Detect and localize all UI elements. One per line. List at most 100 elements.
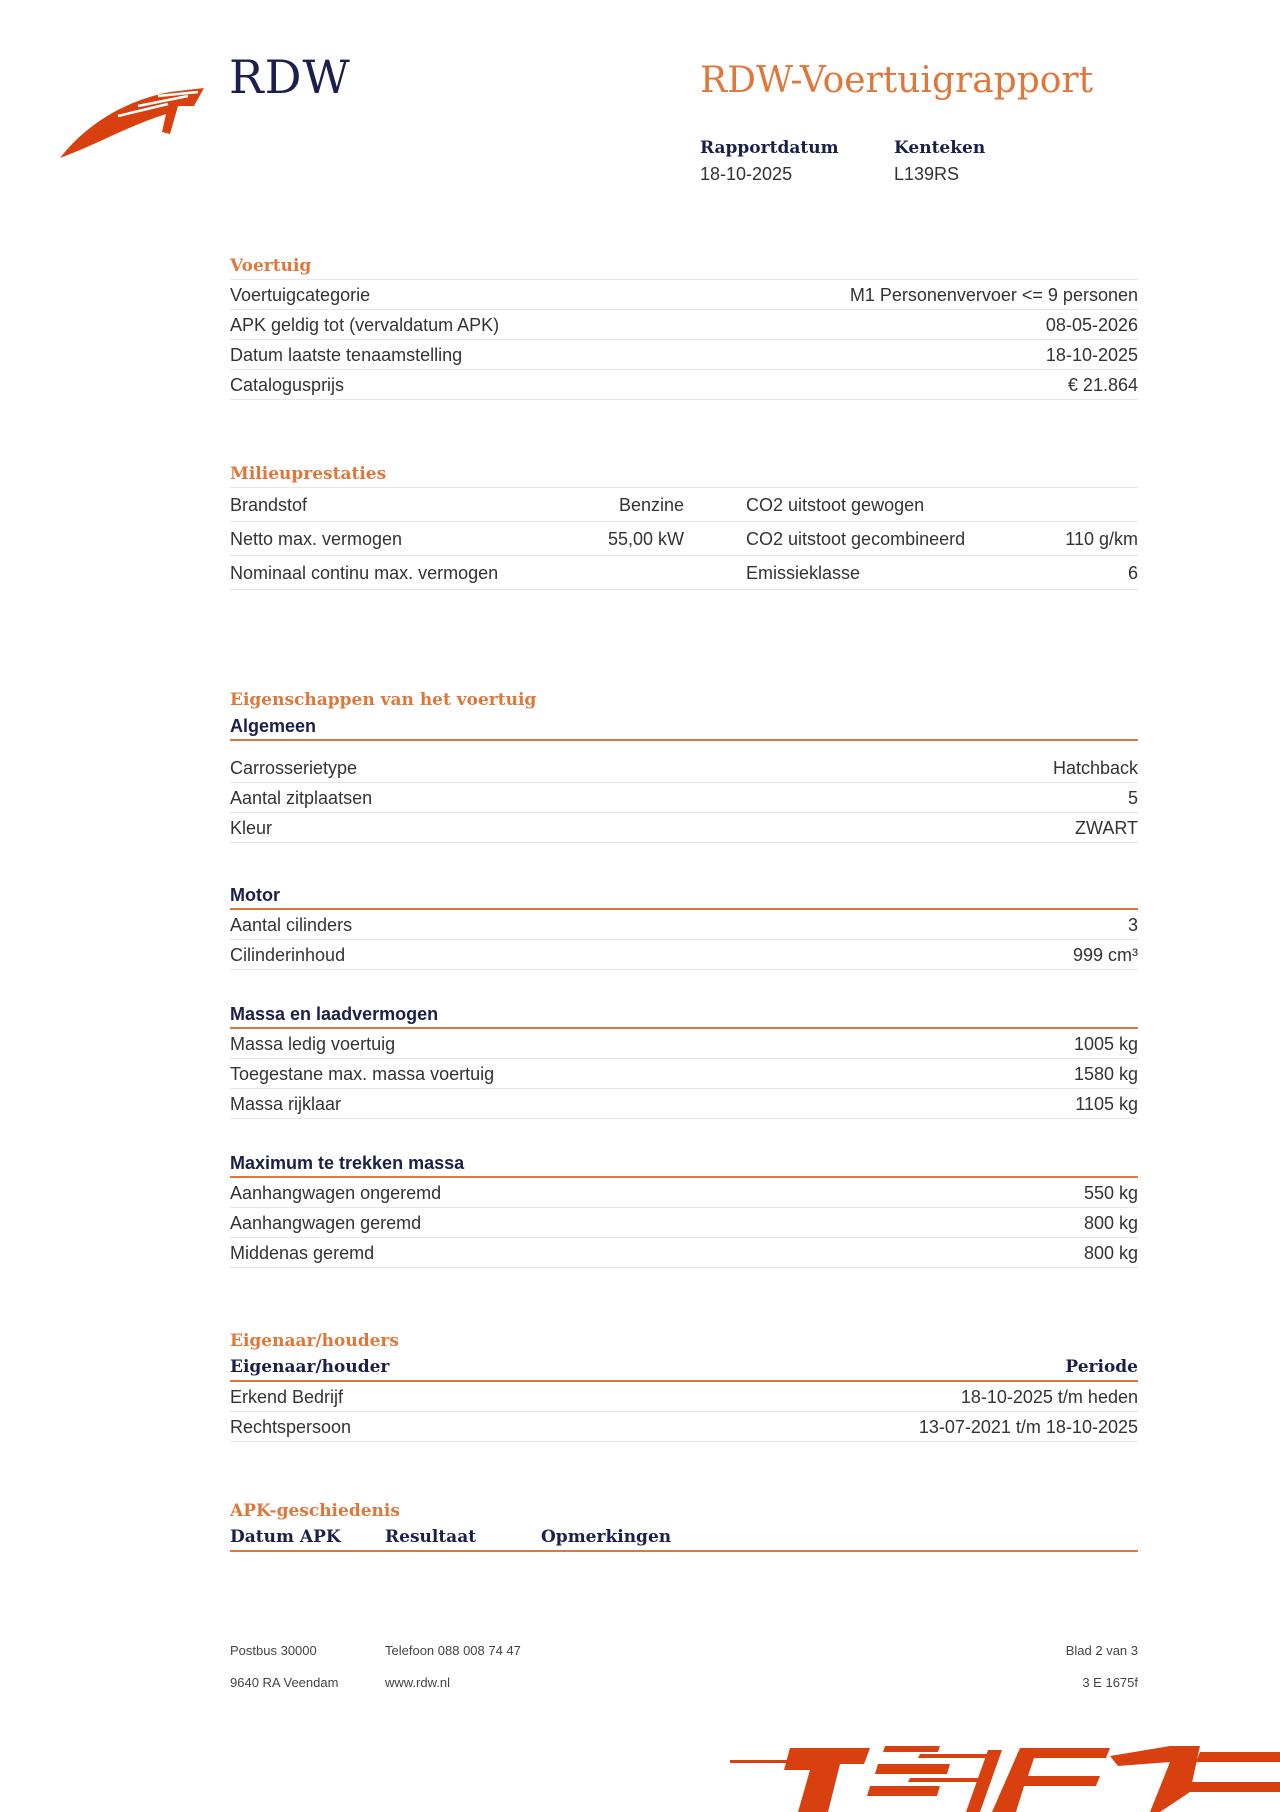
row-value: 1005 kg <box>1073 1034 1138 1054</box>
row-value: 55,00 kW <box>607 529 684 549</box>
row-label-2: CO2 uitstoot gecombineerd <box>746 529 966 549</box>
subsection-title: Massa en laadvermogen <box>230 1001 1138 1029</box>
row-label: Erkend Bedrijf <box>230 1387 344 1407</box>
row-label: Toegestane max. massa voertuig <box>230 1064 495 1084</box>
row-value-2: 6 <box>1127 563 1138 583</box>
plate: Kenteken L139RS <box>894 138 985 185</box>
section-eigenaar: Eigenaar/houders Eigenaar/houder Periode … <box>230 1328 1138 1442</box>
table-row: Aantal cilinders 3 <box>230 910 1138 939</box>
table-row: Cilinderinhoud 999 cm³ <box>230 939 1138 970</box>
table-row: Netto max. vermogen 55,00 kW CO2 uitstoot … <box>230 521 1138 555</box>
column-header: Opmerkingen <box>541 1527 672 1547</box>
row-label: Catalogusprijs <box>230 375 345 395</box>
row-label: Middenas geremd <box>230 1243 375 1263</box>
row-value: 3 <box>1127 915 1138 935</box>
footer-phone: Telefoon 088 008 74 47 <box>385 1643 521 1658</box>
row-label: Carrosserietype <box>230 758 358 778</box>
table-row: Aanhangwagen geremd 800 kg <box>230 1207 1138 1237</box>
table-row: APK geldig tot (vervaldatum APK) 08-05-20… <box>230 309 1138 339</box>
row-value <box>600 556 684 589</box>
page-number: Blad 2 van 3 <box>1065 1643 1138 1658</box>
row-value: 1105 kg <box>1075 1094 1138 1114</box>
row-value-2: 110 g/km <box>1065 529 1138 549</box>
row-value: € 21.864 <box>1067 375 1138 395</box>
table-row: Nominaal continu max. vermogen Emissiekla… <box>230 555 1138 590</box>
row-value: 5 <box>1127 788 1138 808</box>
row-value: 08-05-2026 <box>1045 315 1138 335</box>
table-row: Kleur ZWART <box>230 812 1138 843</box>
table-row: Brandstof Benzine CO2 uitstoot gewogen <box>230 487 1138 521</box>
table-row: Aanhangwagen ongeremd 550 kg <box>230 1178 1138 1207</box>
report-date-value: 18-10-2025 <box>700 164 793 184</box>
subsection-title: Algemeen <box>230 713 1138 741</box>
subsection-motor: Motor Aantal cilinders 3 Cilinderinhoud 99… <box>230 882 1138 970</box>
section-heading: Eigenschappen van het voertuig <box>230 690 537 710</box>
row-label: Aanhangwagen ongeremd <box>230 1183 442 1203</box>
table-row: Carrosserietype Hatchback <box>230 753 1138 782</box>
report-date: Rapportdatum 18-10-2025 <box>700 138 839 185</box>
table-row: Massa rijklaar 1105 kg <box>230 1088 1138 1119</box>
row-label: Brandstof <box>230 495 308 515</box>
column-header: Datum APK <box>230 1527 341 1547</box>
row-label: Massa rijklaar <box>230 1094 342 1114</box>
row-label: APK geldig tot (vervaldatum APK) <box>230 315 500 335</box>
column-header: Eigenaar/houder <box>230 1357 390 1377</box>
row-value: 800 kg <box>1083 1243 1138 1263</box>
row-value: 999 cm³ <box>1072 945 1138 965</box>
plate-value: L139RS <box>894 164 960 184</box>
subsection-trekken: Maximum te trekken massa Aanhangwagen on… <box>230 1150 1138 1268</box>
rdw-logo-icon <box>60 88 204 158</box>
section-eigenschappen: Eigenschappen van het voertuig Algemeen … <box>230 687 1138 843</box>
page-title: RDW-Voertuigrapport <box>700 60 1094 101</box>
row-label: Datum laatste tenaamstelling <box>230 345 463 365</box>
footer-address: Postbus 30000 <box>230 1643 317 1658</box>
row-value: ZWART <box>1075 818 1138 838</box>
subsection-title: Motor <box>230 882 1138 910</box>
section-heading: APK-geschiedenis <box>230 1501 400 1521</box>
section-apk: APK-geschiedenis Datum APK Resultaat Opm… <box>230 1498 1138 1552</box>
row-value: 800 kg <box>1083 1213 1138 1233</box>
subsection-massa: Massa en laadvermogen Massa ledig voertu… <box>230 1001 1138 1119</box>
row-label-2: CO2 uitstoot gewogen <box>746 495 925 515</box>
row-label: Massa ledig voertuig <box>230 1034 396 1054</box>
table-row: Aantal zitplaatsen 5 <box>230 782 1138 812</box>
section-heading: Voertuig <box>230 256 312 276</box>
table-row: Rechtspersoon 13-07-2021 t/m 18-10-2025 <box>230 1411 1138 1442</box>
row-label: Netto max. vermogen <box>230 529 403 549</box>
row-label: Aanhangwagen geremd <box>230 1213 422 1233</box>
table-row: Toegestane max. massa voertuig 1580 kg <box>230 1058 1138 1088</box>
row-label: Cilinderinhoud <box>230 945 346 965</box>
row-label: Nominaal continu max. vermogen <box>230 563 499 583</box>
document-code: 3 E 1675f <box>1082 1675 1138 1690</box>
column-header: Periode <box>1065 1357 1138 1377</box>
row-value: Hatchback <box>1052 758 1138 778</box>
row-value: 13-07-2021 t/m 18-10-2025 <box>918 1417 1138 1437</box>
footer-city: 9640 RA Veendam <box>230 1675 339 1690</box>
report-date-label: Rapportdatum <box>700 138 839 158</box>
column-header: Resultaat <box>385 1527 477 1547</box>
table-row: Datum laatste tenaamstelling 18-10-2025 <box>230 339 1138 369</box>
table-row: Catalogusprijs € 21.864 <box>230 369 1138 400</box>
section-heading: Milieuprestaties <box>230 464 387 484</box>
row-label: Voertuigcategorie <box>230 285 371 305</box>
row-value: M1 Personenvervoer <= 9 personen <box>849 285 1138 305</box>
table-row: Erkend Bedrijf 18-10-2025 t/m heden <box>230 1382 1138 1411</box>
plate-label: Kenteken <box>894 138 986 158</box>
row-label: Kleur <box>230 818 273 838</box>
table-row: Middenas geremd 800 kg <box>230 1237 1138 1268</box>
footer-website[interactable]: www.rdw.nl <box>385 1675 451 1690</box>
table-row: Voertuigcategorie M1 Personenvervoer <= 9… <box>230 279 1138 309</box>
section-milieu: Milieuprestaties Brandstof Benzine CO2 uit… <box>230 461 1138 590</box>
row-label-2: Emissieklasse <box>746 563 861 583</box>
subsection-title: Maximum te trekken massa <box>230 1150 1138 1178</box>
brand-name: RDW <box>229 50 351 104</box>
row-value: 550 kg <box>1083 1183 1138 1203</box>
rdw-stripes-decoration-icon <box>730 1746 1280 1812</box>
row-value: Benzine <box>618 495 684 515</box>
table-header: Datum APK Resultaat Opmerkingen <box>230 1524 1138 1552</box>
row-label: Aantal zitplaatsen <box>230 788 373 808</box>
row-label: Rechtspersoon <box>230 1417 352 1437</box>
section-voertuig: Voertuig Voertuigcategorie M1 Personenver… <box>230 253 1138 400</box>
row-label: Aantal cilinders <box>230 915 353 935</box>
